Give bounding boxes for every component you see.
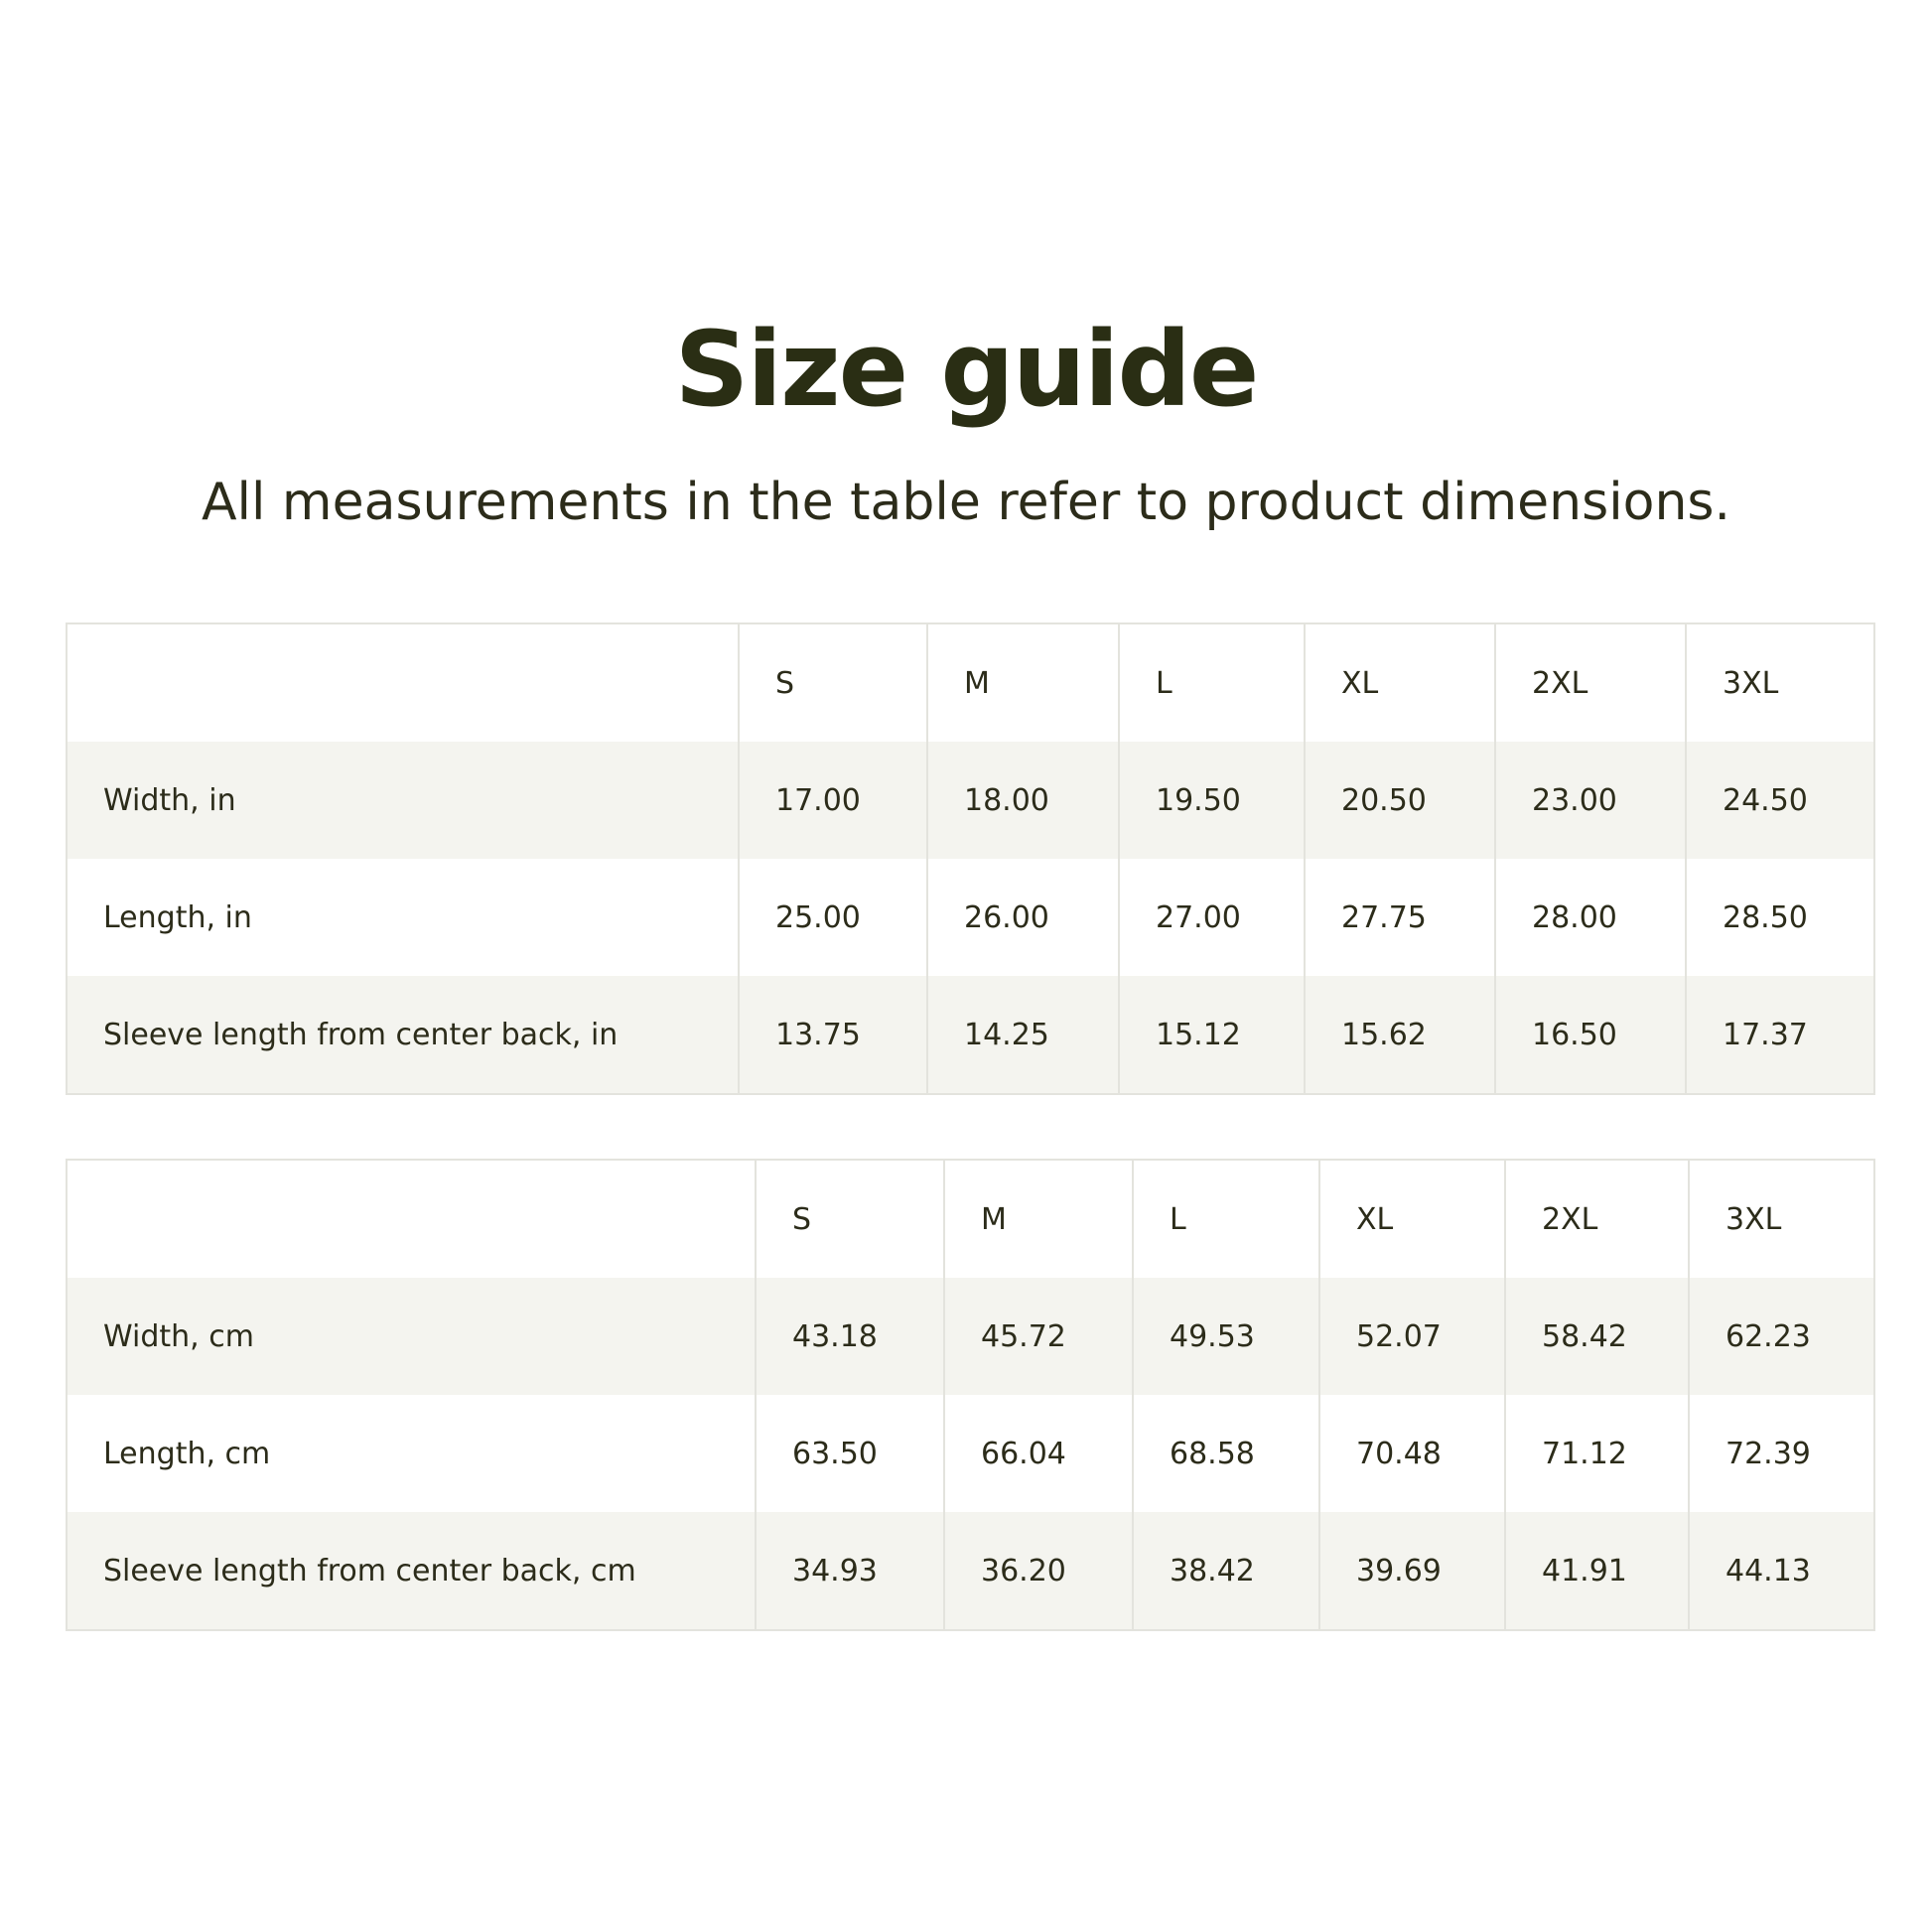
measurement: 41.91 [1504,1512,1689,1630]
measurement: 45.72 [943,1278,1133,1395]
size-header: 3XL [1688,1160,1874,1278]
corner-cell [67,623,739,742]
measurement: 17.00 [738,742,927,859]
measurement: 28.00 [1494,859,1686,976]
size-header: XL [1318,1160,1505,1278]
row-label: Length, cm [103,1436,271,1471]
measurement: 27.75 [1304,859,1495,976]
measurement: 25.00 [738,859,927,976]
data-row: Length, cm 63.50 66.04 68.58 70.48 71.12 72.39 [67,1395,1874,1512]
measurement: 24.50 [1685,742,1874,859]
size-header: 2XL [1504,1160,1689,1278]
measurement: 38.42 [1132,1512,1319,1630]
measurement: 49.53 [1132,1278,1319,1395]
measurement: 15.62 [1304,976,1495,1094]
header-row: S M L XL 2XL 3XL [67,1160,1874,1278]
measurement: 15.12 [1118,976,1305,1094]
size-header: S [738,623,927,742]
measurement: 19.50 [1118,742,1305,859]
title: Size guide [674,309,1260,430]
measurement: 68.58 [1132,1395,1319,1512]
measurement: 70.48 [1318,1395,1505,1512]
size-header: XL [1304,623,1495,742]
measurement: 39.69 [1318,1512,1505,1630]
measurement: 20.50 [1304,742,1495,859]
measurement: 44.13 [1688,1512,1874,1630]
measurement: 71.12 [1504,1395,1689,1512]
size-table-cm: S M L XL 2XL 3XL Width, cm 43.18 45.72 49.53 52.07… [66,1159,1875,1631]
size-header: L [1132,1160,1319,1278]
size-header: 2XL [1494,623,1686,742]
row-label: Width, cm [67,1278,756,1395]
size-header: M [943,1160,1133,1278]
measurement: 17.37 [1685,976,1874,1094]
row-label: Sleeve length from center back, cm [67,1512,756,1630]
row-label: Sleeve length from center back, in [67,976,739,1094]
measurement: 26.00 [926,859,1119,976]
measurement: 66.04 [943,1395,1133,1512]
row-label: Width, in [67,742,739,859]
measurement: 36.20 [943,1512,1133,1630]
header-row: S M L XL 2XL 3XL [67,623,1874,742]
size-header: S [755,1160,944,1278]
size-header: M [926,623,1119,742]
measurement: 14.25 [926,976,1119,1094]
measurement: 28.50 [1685,859,1874,976]
size-header: 3XL [1685,623,1874,742]
measurement: 72.39 [1688,1395,1874,1512]
corner-cell [67,1160,756,1278]
measurement: 18.00 [926,742,1119,859]
measurement: 13.75 [738,976,927,1094]
data-row: Width, in 17.00 18.00 19.50 20.50 23.00 24.50 [67,742,1874,859]
measurement: 58.42 [1504,1278,1689,1395]
measurement: 43.18 [755,1278,944,1395]
row-label: Length, in [103,899,252,935]
measurement: 23.00 [1494,742,1686,859]
measurement: 52.07 [1318,1278,1505,1395]
measurement: 62.23 [1688,1278,1874,1395]
subtitle: All measurements in the table refer to p… [201,473,1731,532]
data-row: Width, cm 43.18 45.72 49.53 52.07 58.42 62.23 [67,1278,1874,1395]
measurement: 34.93 [755,1512,944,1630]
measurement: 63.50 [755,1395,944,1512]
size-table-in: S M L XL 2XL 3XL Width, in 17.00 18.00 19.50 20.50… [66,622,1875,1095]
measurement: 27.00 [1118,859,1305,976]
size-header: L [1118,623,1305,742]
data-row: Sleeve length from center back, in 13.75 1… [67,976,1874,1094]
measurement: 16.50 [1494,976,1686,1094]
data-row: Sleeve length from center back, cm 34.93 3… [67,1512,1874,1630]
data-row: Length, in 25.00 26.00 27.00 27.75 28.00 28.50 [67,859,1874,976]
